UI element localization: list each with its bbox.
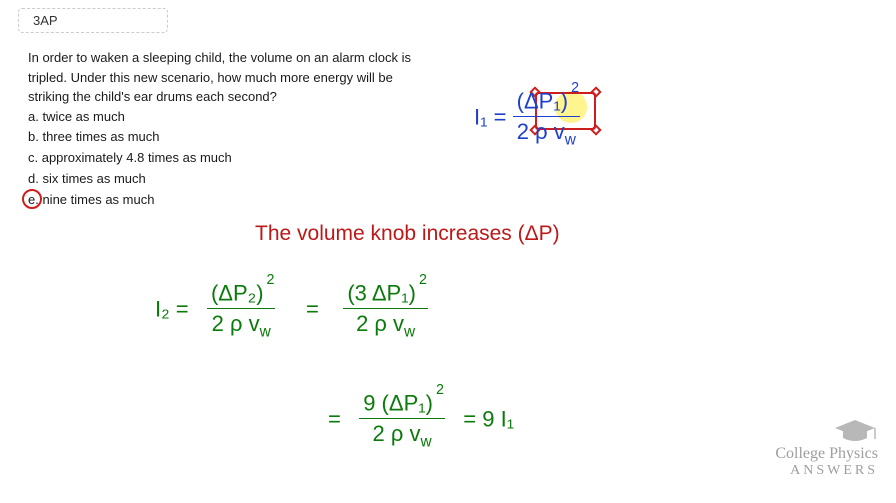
i2c-den-text: 2 ρ v bbox=[373, 421, 421, 446]
i1-exp: 2 bbox=[571, 80, 579, 96]
i2c-result: = 9 I₁ bbox=[463, 407, 514, 432]
i2-den2-sub: w bbox=[404, 324, 415, 341]
i1-numerator: (ΔP₁)2 bbox=[513, 88, 580, 116]
i2c-num: 9 (ΔP₁)2 bbox=[359, 390, 445, 418]
option-d: d. six times as much bbox=[28, 169, 428, 190]
i2c-exp: 2 bbox=[436, 382, 444, 398]
i2-fraction1: (ΔP₂)2 2 ρ vw bbox=[207, 280, 276, 342]
i2-exp2: 2 bbox=[419, 272, 427, 288]
option-a: a. twice as much bbox=[28, 107, 428, 128]
question-tag: 3AP bbox=[18, 8, 168, 33]
formula-i2: I₂ = (ΔP₂)2 2 ρ vw = (3 ΔP₁)2 2 ρ vw bbox=[155, 280, 428, 342]
i2-den1-sub: w bbox=[260, 324, 271, 341]
i2-num1-text: (ΔP₂) bbox=[211, 280, 264, 305]
i1-den-text: 2 ρ v bbox=[517, 119, 565, 144]
logo-line2: ANSWERS bbox=[775, 463, 878, 479]
eq1: = bbox=[306, 297, 319, 322]
i2c-fraction: 9 (ΔP₁)2 2 ρ vw bbox=[359, 390, 445, 452]
grad-cap-icon bbox=[832, 417, 878, 445]
logo: College Physics ANSWERS bbox=[775, 445, 878, 479]
i2-exp1: 2 bbox=[267, 272, 275, 288]
i2c-den: 2 ρ vw bbox=[369, 419, 436, 451]
volume-note: The volume knob increases (ΔP) bbox=[255, 222, 560, 246]
option-e: e. nine times as much bbox=[28, 190, 154, 211]
i2-num2: (3 ΔP₁)2 bbox=[343, 280, 428, 308]
i2-fraction2: (3 ΔP₁)2 2 ρ vw bbox=[343, 280, 428, 342]
eq2: = bbox=[328, 407, 341, 432]
i2-lhs: I₂ = bbox=[155, 297, 189, 322]
i2c-num-text: 9 (ΔP₁) bbox=[363, 390, 433, 415]
i1-denominator: 2 ρ vw bbox=[513, 117, 580, 149]
formula-i1: I₁ = (ΔP₁)2 2 ρ vw bbox=[474, 88, 580, 150]
logo-line1: College Physics bbox=[775, 445, 878, 463]
i2-den1: 2 ρ vw bbox=[208, 309, 275, 341]
i2-num2-text: (3 ΔP₁) bbox=[347, 280, 416, 305]
i1-den-sub: w bbox=[565, 132, 576, 149]
formula-i2-continued: = 9 (ΔP₁)2 2 ρ vw = 9 I₁ bbox=[328, 390, 514, 452]
i2-den2: 2 ρ vw bbox=[352, 309, 419, 341]
option-c: c. approximately 4.8 times as much bbox=[28, 148, 428, 169]
question-block: In order to waken a sleeping child, the … bbox=[28, 48, 428, 210]
i2c-den-sub: w bbox=[421, 434, 432, 451]
option-e-text: e. nine times as much bbox=[28, 192, 154, 207]
i1-lhs: I₁ = bbox=[474, 105, 507, 130]
i1-fraction: (ΔP₁)2 2 ρ vw bbox=[513, 88, 580, 150]
i2-num1: (ΔP₂)2 bbox=[207, 280, 276, 308]
question-prompt: In order to waken a sleeping child, the … bbox=[28, 48, 428, 107]
i2-den1-text: 2 ρ v bbox=[212, 311, 260, 336]
option-b: b. three times as much bbox=[28, 127, 428, 148]
i1-num-text: (ΔP₁) bbox=[517, 88, 568, 113]
i2-den2-text: 2 ρ v bbox=[356, 311, 404, 336]
